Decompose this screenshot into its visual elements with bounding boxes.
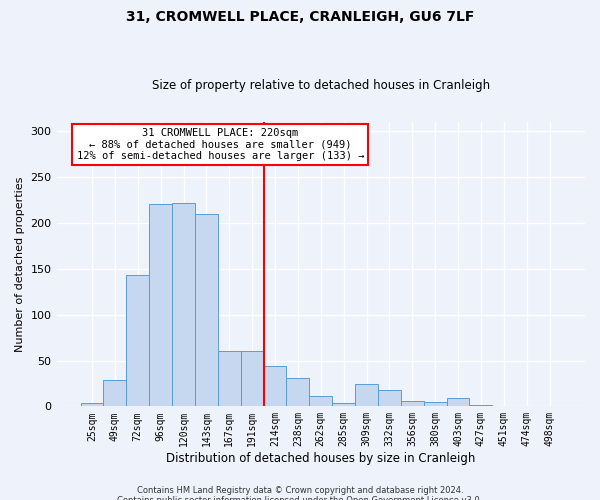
Bar	[103, 380, 127, 406]
Bar	[263, 366, 286, 406]
Bar	[218, 352, 241, 406]
Text: Contains public sector information licensed under the Open Government Licence v3: Contains public sector information licen…	[118, 496, 482, 500]
Bar	[332, 402, 355, 406]
Text: Contains HM Land Registry data © Crown copyright and database right 2024.: Contains HM Land Registry data © Crown c…	[137, 486, 463, 495]
Bar	[469, 404, 493, 406]
Bar	[241, 352, 263, 406]
X-axis label: Distribution of detached houses by size in Cranleigh: Distribution of detached houses by size …	[166, 452, 475, 465]
Text: 31 CROMWELL PLACE: 220sqm
← 88% of detached houses are smaller (949)
12% of semi: 31 CROMWELL PLACE: 220sqm ← 88% of detac…	[77, 128, 364, 161]
Bar	[424, 402, 446, 406]
Title: Size of property relative to detached houses in Cranleigh: Size of property relative to detached ho…	[152, 79, 490, 92]
Bar	[195, 214, 218, 406]
Bar	[355, 384, 378, 406]
Y-axis label: Number of detached properties: Number of detached properties	[15, 176, 25, 352]
Bar	[80, 402, 103, 406]
Bar	[172, 203, 195, 406]
Bar	[127, 276, 149, 406]
Bar	[401, 401, 424, 406]
Bar	[286, 378, 310, 406]
Bar	[149, 204, 172, 406]
Bar	[446, 398, 469, 406]
Bar	[378, 390, 401, 406]
Bar	[310, 396, 332, 406]
Text: 31, CROMWELL PLACE, CRANLEIGH, GU6 7LF: 31, CROMWELL PLACE, CRANLEIGH, GU6 7LF	[126, 10, 474, 24]
